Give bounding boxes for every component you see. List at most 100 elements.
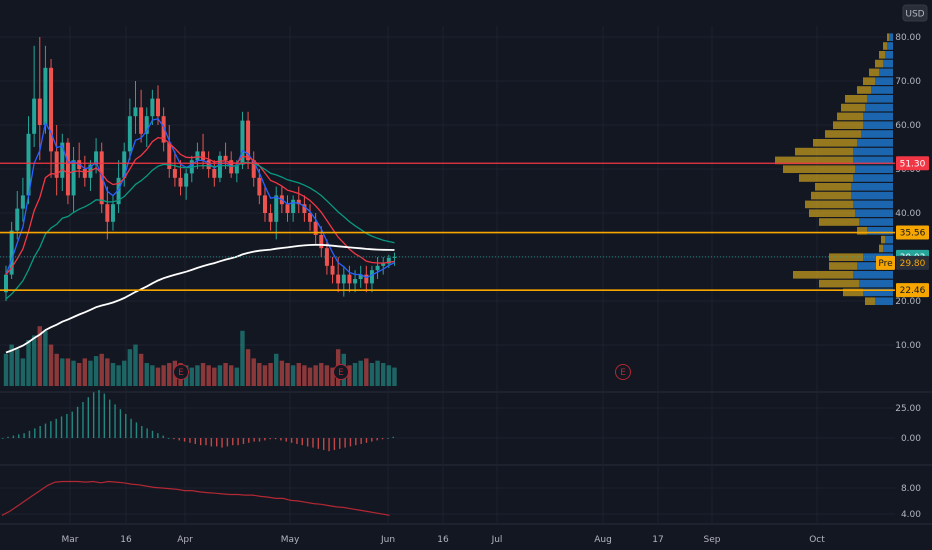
candle-body: [246, 120, 251, 161]
candle-body: [302, 204, 307, 213]
histogram-bar: [114, 404, 116, 438]
volume-bar: [48, 344, 54, 386]
candle-body: [392, 256, 397, 258]
volume-profile-down-bar: [883, 42, 887, 50]
oscillator-y-tick-label: 4.00: [901, 510, 921, 520]
histogram-bar: [23, 433, 25, 438]
earnings-marker-label: E: [620, 368, 626, 378]
volume-profile-up-bar: [863, 121, 893, 129]
candle-body: [4, 274, 8, 293]
volume-bar: [307, 367, 313, 386]
histogram-y-tick-label: 25.00: [895, 404, 921, 414]
x-tick-label: Aug: [594, 535, 612, 545]
histogram-bar: [253, 438, 255, 442]
volume-bar: [375, 360, 380, 386]
oscillator-y-tick-label: 8.00: [901, 484, 921, 494]
candle-body: [324, 248, 329, 266]
candle-body: [32, 98, 37, 134]
histogram-bar: [162, 435, 164, 438]
candle-body: [212, 169, 217, 178]
volume-profile-down-bar: [819, 279, 859, 288]
histogram-bar: [71, 411, 73, 438]
histogram-bar: [173, 438, 175, 440]
volume-profile-down-bar: [881, 235, 885, 244]
moving-averages: [5, 118, 395, 354]
volume-bar: [285, 363, 290, 386]
y-tick-label: 40.00: [895, 209, 921, 219]
currency-badge[interactable]: USD: [902, 4, 928, 22]
histogram-bar: [269, 438, 271, 440]
volume-bar: [167, 363, 172, 386]
volume-bar: [223, 363, 228, 386]
volume-profile-down-bar: [879, 51, 885, 59]
histogram-bar: [194, 438, 196, 444]
volume-bar: [88, 360, 93, 386]
volume-profile-up-bar: [889, 33, 893, 41]
histogram-bar: [285, 438, 287, 442]
candle-body: [94, 151, 99, 165]
candle-body: [43, 67, 48, 125]
volume-profile-up-bar: [885, 51, 893, 59]
histogram-bar: [135, 422, 138, 438]
volume-profile-down-bar: [795, 147, 853, 156]
oscillator-series-line: [1, 480, 390, 516]
volume-profile-up-bar: [863, 288, 893, 297]
volume-profile-up-bar: [879, 68, 893, 77]
volume-bar: [347, 365, 352, 386]
volume-bar: [392, 367, 397, 386]
volume-profile-up-bar: [861, 130, 893, 138]
histogram-bar: [360, 438, 362, 444]
volume-profile-down-bar: [865, 297, 875, 305]
histogram-bar: [232, 438, 234, 446]
volume-profile-up-bar: [883, 59, 893, 68]
volume-profile-down-bar: [869, 68, 879, 77]
volume-bar: [15, 349, 20, 386]
histogram-bar: [7, 436, 9, 438]
premarket-label: Pre: [878, 259, 893, 269]
histogram-bar: [199, 438, 202, 446]
volume-bar: [37, 326, 42, 386]
candle-body: [381, 263, 386, 266]
candle-body: [110, 204, 115, 222]
volume-profile-down-bar: [783, 165, 855, 173]
volume-bar: [358, 360, 363, 386]
x-tick-label: Mar: [62, 535, 79, 545]
histogram-bar: [274, 438, 277, 440]
volume-bar: [189, 367, 194, 386]
candle-body: [82, 169, 87, 178]
histogram-bar: [18, 434, 20, 438]
candle-body: [308, 213, 313, 222]
volume-profile-up-bar: [867, 227, 893, 235]
volume-bar: [262, 365, 268, 386]
volume-bar: [290, 365, 296, 386]
histogram-bar: [280, 438, 282, 441]
long-moving-average-line: [5, 243, 395, 354]
volume-bar: [200, 363, 206, 386]
histogram-bar: [50, 421, 52, 438]
volume-bar: [324, 365, 330, 386]
candle-body: [9, 230, 14, 275]
candle-body: [139, 107, 144, 134]
histogram-bar: [296, 438, 298, 444]
volume-bar: [369, 363, 375, 386]
volume-bar: [20, 358, 26, 386]
volume-bar: [144, 363, 149, 386]
histogram-bar: [290, 438, 293, 443]
volume-profile-down-bar: [837, 112, 863, 121]
histogram-bar: [44, 423, 47, 438]
candle-body: [133, 107, 138, 117]
volume-profile-down-bar: [815, 183, 851, 191]
y-tick-label: 70.00: [895, 77, 921, 87]
volume-bar: [133, 344, 138, 386]
histogram-bar: [371, 438, 373, 442]
histogram-bar: [226, 438, 229, 447]
volume-bar: [386, 365, 392, 386]
histogram-bar: [66, 414, 68, 438]
histogram-bar: [2, 438, 4, 439]
volume-bar: [71, 360, 76, 386]
earnings-marker: E: [333, 364, 349, 380]
volume-profile-down-bar: [863, 77, 875, 85]
candle-body: [167, 142, 172, 169]
volume-bar: [240, 330, 245, 386]
